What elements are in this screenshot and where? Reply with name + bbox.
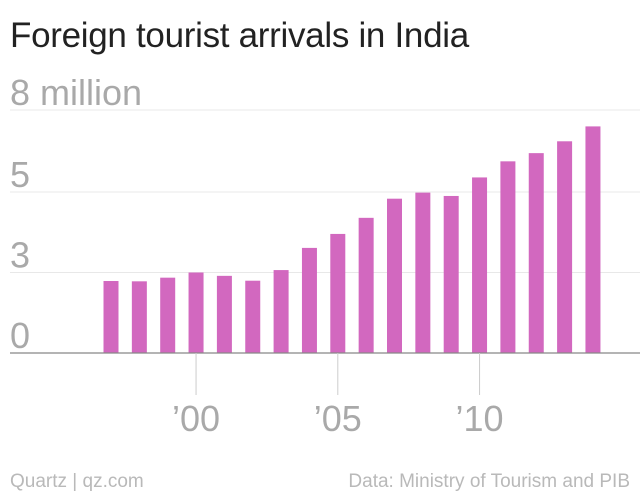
bar-2009: [443, 195, 459, 353]
gridlines: [10, 109, 640, 274]
bar-2000: [188, 272, 204, 353]
bar-2012: [528, 153, 544, 353]
bar-2005: [330, 233, 346, 353]
bar-2008: [415, 192, 431, 353]
bar-1997: [103, 281, 119, 353]
bar-2013: [557, 141, 573, 353]
x-tick-label: ’00: [172, 398, 220, 439]
footer-source: Data: Ministry of Tourism and PIB: [348, 471, 630, 492]
x-tick-label: ’10: [456, 398, 504, 439]
bar-2007: [387, 198, 402, 353]
bar-2010: [472, 177, 488, 353]
y-tick-label: 5: [10, 154, 30, 195]
bar-2004: [301, 247, 317, 353]
bar-2003: [273, 270, 289, 353]
x-axis-ticks: ’00 ’05 ’10: [172, 353, 504, 439]
bar-chart: 0 3 5 8 million ’00 ’05 ’10: [10, 72, 640, 439]
y-axis-ticks: 0 3 5 8 million: [10, 72, 142, 356]
bar-2001: [216, 275, 232, 353]
y-tick-label: 3: [10, 235, 30, 276]
bar-1999: [160, 277, 176, 353]
bars: [103, 126, 601, 353]
bar-2006: [358, 217, 374, 353]
x-tick-label: ’05: [314, 398, 362, 439]
bar-1998: [131, 281, 147, 353]
y-tick-label: 8 million: [10, 72, 142, 113]
footer-credit: Quartz | qz.com: [10, 471, 144, 492]
chart-title: Foreign tourist arrivals in India: [10, 16, 469, 55]
bar-2011: [500, 161, 516, 353]
bar-2002: [245, 280, 261, 353]
bar-2014: [585, 126, 601, 353]
y-tick-label: 0: [10, 315, 30, 356]
